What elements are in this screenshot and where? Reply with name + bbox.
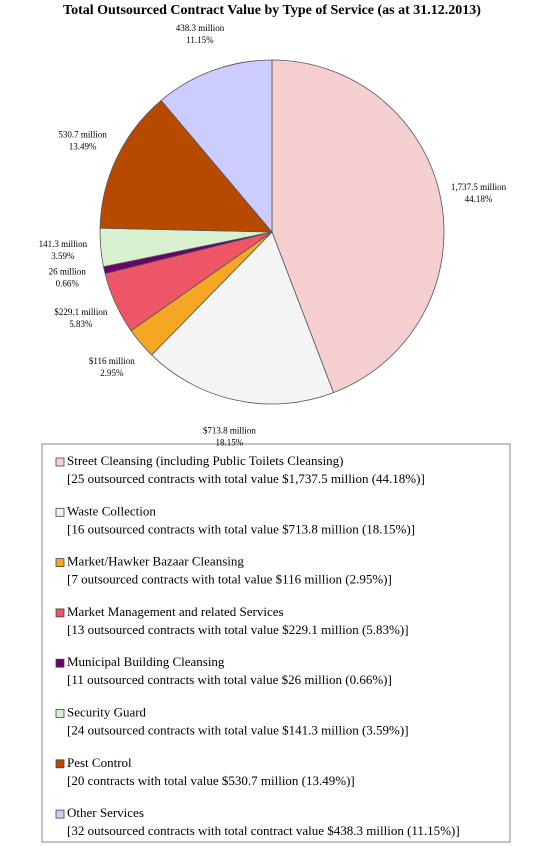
slice-percent-label: 0.66%	[56, 279, 80, 289]
legend-swatch	[55, 507, 65, 517]
legend-swatch	[55, 457, 65, 467]
legend-detail: [25 outsourced contracts with total valu…	[67, 471, 425, 486]
pie-slice	[99, 99, 273, 233]
slice-value-label: $116 million	[89, 356, 135, 366]
slice-value-label: $229.1 million	[54, 307, 108, 317]
legend-swatch	[55, 809, 65, 819]
slice-value-label: 438.3 million	[176, 23, 225, 33]
legend-label: Security Guard	[67, 704, 147, 719]
legend-label: Pest Control	[67, 755, 132, 770]
slice-value-label: 530.7 million	[58, 129, 107, 139]
legend-detail: [16 outsourced contracts with total valu…	[67, 521, 415, 536]
slice-percent-label: 44.18%	[465, 194, 493, 204]
pie-slice	[271, 59, 445, 394]
legend-label: Municipal Building Cleansing	[67, 654, 225, 669]
legend-swatch	[55, 558, 65, 567]
slice-percent-label: 11.15%	[186, 35, 214, 45]
slice-value-label: $713.8 million	[203, 426, 257, 436]
legend-swatch	[55, 759, 65, 769]
legend-detail: [20 contracts with total value $530.7 mi…	[67, 773, 355, 788]
pie-slice	[160, 59, 273, 234]
legend-detail: [24 outsourced contracts with total valu…	[67, 722, 409, 737]
chart-title: Total Outsourced Contract Value by Type …	[63, 3, 481, 18]
legend-label: Market/Hawker Bazaar Cleansing	[67, 554, 244, 569]
slice-percent-label: 13.49%	[69, 141, 97, 151]
legend-swatch	[55, 709, 65, 718]
legend-label: Waste Collection	[67, 503, 156, 518]
legend-detail: [13 outsourced contracts with total valu…	[67, 622, 409, 637]
slice-value-label: 1,737.5 million	[451, 182, 507, 192]
pie-slice	[151, 231, 335, 405]
legend-swatch	[55, 658, 65, 668]
legend-label: Market Management and related Services	[67, 604, 284, 619]
legend-detail: [11 outsourced contracts with total valu…	[67, 672, 392, 687]
slice-percent-label: 3.59%	[51, 251, 75, 261]
legend-label: Street Cleansing (including Public Toile…	[67, 453, 344, 468]
legend-detail: [7 outsourced contracts with total value…	[67, 572, 392, 587]
slice-percent-label: 2.95%	[100, 368, 124, 378]
legend-box	[41, 443, 511, 843]
legend-detail: [32 outsourced contracts with total cont…	[67, 823, 460, 838]
slice-value-label: 141.3 million	[39, 239, 88, 249]
slice-percent-label: 18.15%	[215, 438, 243, 448]
legend-swatch	[55, 608, 65, 618]
slice-value-label: 26 million	[49, 267, 87, 277]
slice-percent-label: 5.83%	[69, 319, 93, 329]
legend-label: Other Services	[67, 805, 144, 820]
